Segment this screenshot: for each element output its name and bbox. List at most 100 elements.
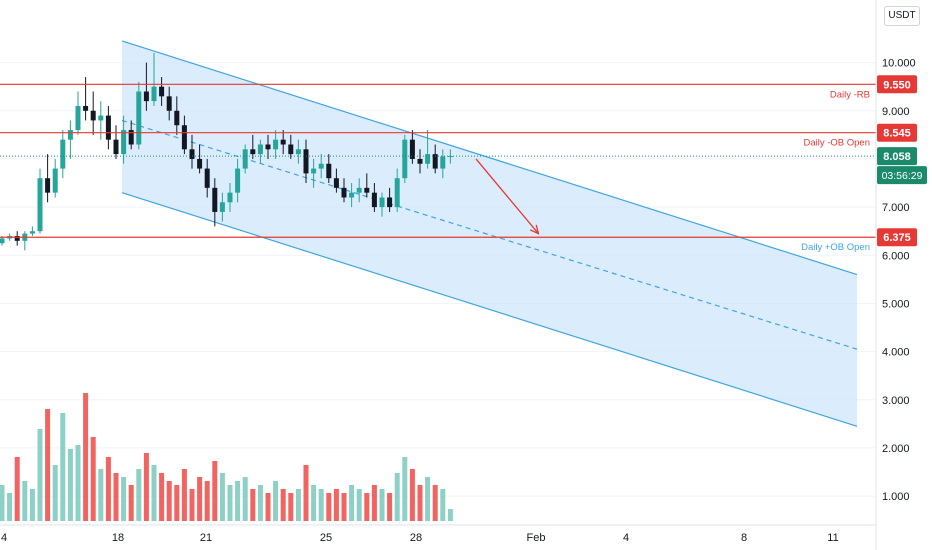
volume-bar bbox=[151, 465, 157, 521]
candle-body bbox=[197, 158, 203, 169]
countdown-label: 03:56:29 bbox=[882, 170, 923, 182]
candle-body bbox=[37, 178, 43, 232]
volume-bar bbox=[257, 485, 263, 521]
level-price-label: 6.375 bbox=[883, 232, 911, 244]
level-price-badge bbox=[877, 123, 917, 142]
volume-bar bbox=[311, 485, 317, 521]
time-tick-label: 25 bbox=[320, 532, 332, 544]
price-tick-label: 5.000 bbox=[882, 298, 910, 310]
volume-bar bbox=[136, 469, 142, 521]
candle-body bbox=[387, 197, 393, 208]
candle-body bbox=[60, 139, 66, 169]
candle-body bbox=[14, 236, 20, 241]
volume-bar bbox=[402, 457, 408, 521]
currency-unit-button[interactable]: USDT bbox=[884, 6, 920, 26]
volume-bar bbox=[371, 485, 377, 521]
candle-body bbox=[98, 115, 104, 121]
volume-bar bbox=[219, 473, 225, 521]
volume-bar bbox=[394, 473, 400, 521]
candlesticks bbox=[0, 52, 453, 251]
level-label: Daily -OB Open bbox=[803, 138, 870, 149]
candle-body bbox=[52, 168, 58, 193]
candle-body bbox=[29, 231, 35, 234]
level-price-badge bbox=[877, 228, 917, 247]
volume-bar bbox=[212, 461, 218, 521]
candle-body bbox=[288, 144, 294, 155]
volume-bar bbox=[197, 477, 203, 521]
volume-bar bbox=[235, 481, 241, 521]
volume-bar bbox=[242, 477, 248, 521]
volume-bar bbox=[341, 493, 347, 521]
candle-body bbox=[280, 139, 286, 145]
candle-body bbox=[432, 154, 438, 169]
current-price-label: 8.058 bbox=[883, 151, 911, 163]
candle-body bbox=[181, 125, 187, 150]
volume-bar bbox=[189, 489, 195, 521]
candle-body bbox=[425, 154, 431, 164]
candle-body bbox=[204, 168, 210, 188]
volume-bar bbox=[326, 493, 332, 521]
candle-body bbox=[257, 144, 263, 155]
level-price-label: 8.545 bbox=[883, 128, 911, 140]
regression-channel-fill bbox=[122, 40, 857, 427]
candle-body bbox=[136, 91, 142, 145]
level-label: Daily +OB Open bbox=[801, 242, 870, 253]
volume-bar bbox=[143, 453, 149, 521]
volume-bar bbox=[121, 477, 127, 521]
candle-body bbox=[189, 149, 195, 159]
candle-body bbox=[273, 139, 279, 150]
candle-body bbox=[242, 149, 248, 169]
horizontal-levels[interactable]: Daily -RB Daily -OB Open Daily +OB Open bbox=[0, 83, 876, 253]
candle-body bbox=[303, 149, 309, 174]
candle-body bbox=[113, 139, 119, 155]
volume-bar bbox=[166, 481, 172, 521]
channel-lower-line[interactable] bbox=[121, 192, 858, 427]
volume-bar bbox=[432, 485, 438, 521]
candle-body bbox=[212, 187, 218, 212]
candle-body bbox=[159, 86, 165, 97]
candle-body bbox=[105, 115, 111, 140]
price-tick-label: 9.000 bbox=[882, 106, 910, 118]
volume-bar bbox=[333, 489, 339, 521]
candle-body bbox=[417, 158, 423, 164]
projection-arrow[interactable] bbox=[475, 158, 540, 235]
price-tick-label: 3.000 bbox=[882, 395, 910, 407]
channel-upper-line[interactable] bbox=[121, 40, 858, 276]
candle-body bbox=[349, 192, 355, 198]
volume-bar bbox=[75, 445, 81, 521]
volume-bar bbox=[295, 489, 301, 521]
volume-bar bbox=[52, 465, 58, 521]
candle-body bbox=[227, 192, 233, 203]
candle-body bbox=[67, 130, 73, 140]
candle-body bbox=[151, 86, 157, 102]
level-price-label: 9.550 bbox=[883, 79, 911, 91]
volume-bar bbox=[250, 489, 256, 521]
volume-bar bbox=[113, 473, 119, 521]
candle-body bbox=[333, 178, 339, 188]
volume-bar bbox=[265, 493, 271, 521]
candle-body bbox=[121, 130, 127, 155]
volume-bar bbox=[417, 485, 423, 521]
volume-bar bbox=[14, 457, 20, 521]
candle-body bbox=[0, 238, 5, 244]
price-tick-label: 2.000 bbox=[882, 443, 910, 455]
volume-bar bbox=[0, 485, 5, 521]
candle-body bbox=[394, 178, 400, 208]
candle-body bbox=[143, 91, 149, 102]
time-axis[interactable]: 4 18 21 25 28 Feb 4 8 11 bbox=[1, 532, 839, 544]
candle-body bbox=[326, 163, 332, 179]
candle-body bbox=[356, 187, 362, 193]
time-tick-label: 4 bbox=[1, 532, 7, 544]
volume-bar bbox=[37, 429, 43, 521]
candle-body bbox=[174, 110, 180, 126]
volume-bar bbox=[318, 489, 324, 521]
candle-body bbox=[250, 149, 256, 155]
candle-body bbox=[379, 197, 385, 208]
candle-body bbox=[128, 130, 134, 145]
volume-bar bbox=[409, 469, 415, 521]
candle-body bbox=[409, 139, 415, 159]
price-axis[interactable]: 1.0002.0003.0004.0005.0006.0007.0008.000… bbox=[882, 58, 916, 503]
volume-bar bbox=[273, 481, 279, 521]
candle-body bbox=[90, 110, 96, 121]
